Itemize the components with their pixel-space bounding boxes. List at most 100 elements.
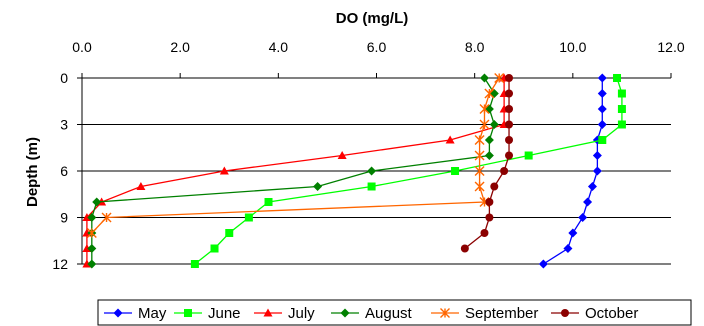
data-point: [474, 135, 485, 145]
data-point: [445, 135, 455, 144]
y-tick-label: 3: [60, 117, 68, 133]
x-tick-label: 10.0: [559, 39, 586, 55]
y-tick-label: 12: [52, 256, 68, 272]
data-point: [451, 167, 460, 175]
data-point: [474, 181, 485, 192]
legend-item: October: [551, 305, 638, 322]
grid-lines: [82, 124, 671, 265]
series-line: [91, 77, 500, 234]
x-tick-label: 6.0: [367, 39, 387, 55]
legend-marker: [440, 308, 450, 318]
y-tick-label: 0: [60, 70, 68, 86]
series-may: [538, 73, 607, 269]
x-tick-label: 4.0: [269, 39, 289, 55]
data-point: [367, 166, 377, 176]
data-point: [500, 167, 509, 175]
legend-item: June: [174, 305, 241, 322]
legend-item: July: [254, 305, 315, 322]
legend-label: August: [365, 305, 413, 322]
data-point: [136, 182, 146, 190]
data-point: [490, 182, 499, 191]
data-point: [87, 259, 97, 269]
data-point: [484, 104, 494, 114]
data-point: [190, 260, 199, 268]
data-point: [480, 229, 489, 237]
data-point: [592, 166, 602, 176]
data-point: [568, 228, 578, 238]
data-point: [474, 166, 485, 176]
data-point: [597, 89, 607, 98]
chart-title: DO (mg/L): [336, 10, 409, 27]
data-point: [484, 135, 494, 145]
data-point: [505, 151, 514, 160]
data-point: [460, 244, 469, 253]
legend-marker: [263, 308, 273, 317]
data-point: [479, 73, 489, 83]
data-point: [101, 212, 112, 223]
data-point: [244, 213, 253, 222]
data-point: [617, 89, 626, 98]
data-point: [524, 151, 533, 160]
data-point: [87, 244, 97, 253]
legend-marker: [184, 309, 192, 317]
data-point: [583, 197, 593, 207]
plot-area: [82, 73, 626, 269]
data-point: [617, 105, 626, 113]
y-axis-label: Depth (m): [24, 137, 41, 207]
data-point: [592, 151, 602, 160]
legend-label: September: [465, 305, 538, 322]
series-october: [460, 74, 514, 253]
legend-label: June: [208, 305, 241, 322]
y-tick-labels: 0 3 6 9 12: [52, 70, 68, 272]
data-point: [264, 198, 273, 206]
data-point: [474, 150, 485, 161]
data-point: [505, 120, 514, 129]
data-point: [489, 120, 499, 129]
data-point: [587, 182, 597, 191]
series-september: [86, 73, 505, 238]
axes: [77, 73, 672, 265]
data-point: [598, 136, 607, 144]
data-point: [484, 151, 494, 160]
data-point: [538, 259, 548, 269]
data-point: [597, 104, 607, 114]
data-point: [485, 198, 494, 206]
data-point: [479, 104, 490, 114]
legend-marker: [561, 309, 569, 317]
data-point: [505, 136, 514, 144]
legend-item: August: [331, 305, 413, 322]
data-point: [617, 120, 626, 129]
legend-item: September: [431, 305, 538, 322]
data-point: [563, 244, 573, 253]
legend-label: May: [138, 305, 167, 322]
legend-label: July: [288, 305, 315, 322]
y-tick-label: 9: [60, 210, 68, 226]
legend-box: [97, 299, 692, 326]
data-point: [87, 213, 97, 222]
data-point: [367, 182, 376, 191]
data-point: [494, 73, 505, 83]
data-point: [210, 244, 219, 253]
legend: May June July August September October: [97, 299, 692, 326]
data-point: [337, 151, 347, 159]
data-point: [505, 89, 514, 98]
legend-label: October: [585, 305, 638, 322]
legend-marker: [340, 308, 350, 318]
legend-item: May: [104, 305, 167, 322]
x-tick-labels: 0.0 2.0 4.0 6.0 8.0 10.0 12.0: [72, 39, 685, 55]
data-point: [597, 120, 607, 129]
x-tick-label: 0.0: [72, 39, 92, 55]
data-point: [505, 74, 514, 82]
data-point: [505, 105, 514, 113]
series-june: [190, 74, 626, 268]
data-point: [484, 88, 495, 99]
y-tick-label: 6: [60, 163, 68, 179]
data-point: [219, 166, 229, 175]
data-point: [597, 73, 607, 83]
data-point: [613, 74, 622, 82]
data-point: [313, 182, 323, 191]
x-tick-label: 8.0: [465, 39, 485, 55]
data-point: [225, 229, 234, 237]
data-point: [92, 197, 102, 207]
